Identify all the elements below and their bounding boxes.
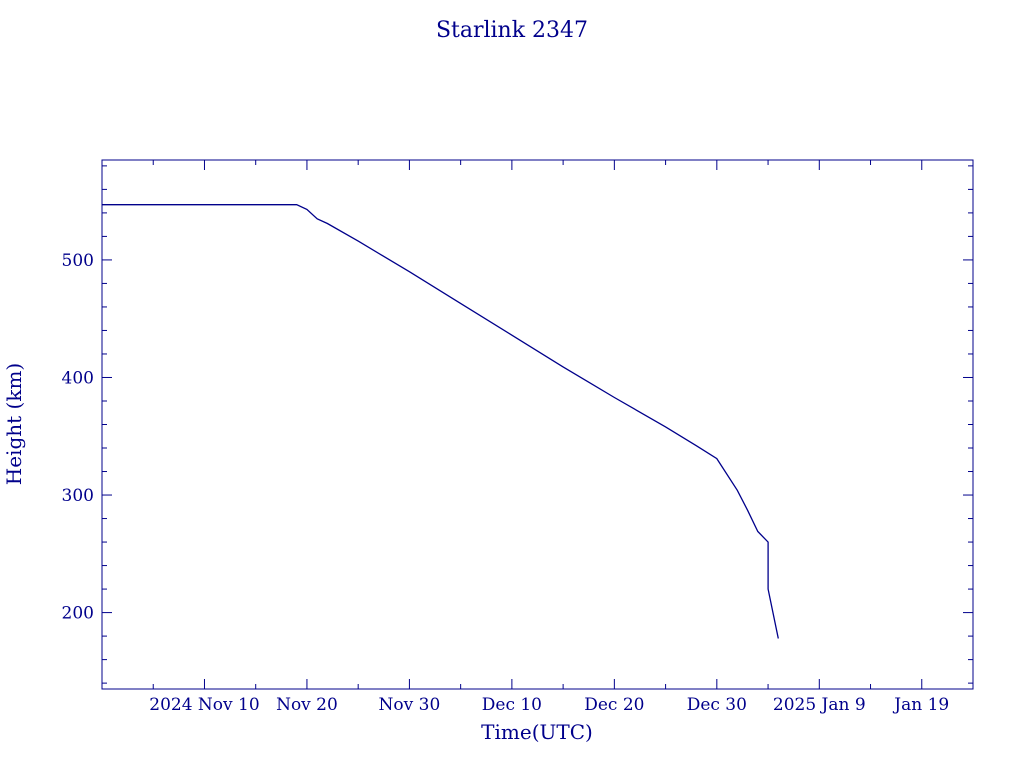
x-tick-label: Nov 30 <box>379 695 441 715</box>
x-tick-labels: 2024 Nov 10 Nov 20 Nov 30 Dec 10 Dec 20 Dec 3… <box>149 695 949 715</box>
plot-frame <box>102 160 973 689</box>
y-tick-label: 500 <box>62 251 94 271</box>
y-tick-label: 300 <box>62 486 94 506</box>
y-tick-label: 400 <box>62 368 94 388</box>
x-tick-label: Jan 19 <box>892 695 949 715</box>
x-tick-label: Dec 20 <box>584 695 644 715</box>
x-tick-label: Dec 10 <box>482 695 542 715</box>
y-tick-labels: 200 300 400 500 <box>62 251 94 624</box>
y-tick-label: 200 <box>62 604 94 624</box>
axis-ticks <box>102 160 973 689</box>
x-axis-label: Time(UTC) <box>481 720 593 744</box>
x-tick-label: Dec 30 <box>687 695 747 715</box>
chart-title: Starlink 2347 <box>436 18 588 43</box>
series-line <box>102 205 778 639</box>
x-tick-label: Nov 20 <box>276 695 338 715</box>
x-tick-label: 2024 Nov 10 <box>149 695 259 715</box>
x-tick-label: 2025 Jan 9 <box>773 695 866 715</box>
y-axis-label: Height (km) <box>2 363 26 485</box>
